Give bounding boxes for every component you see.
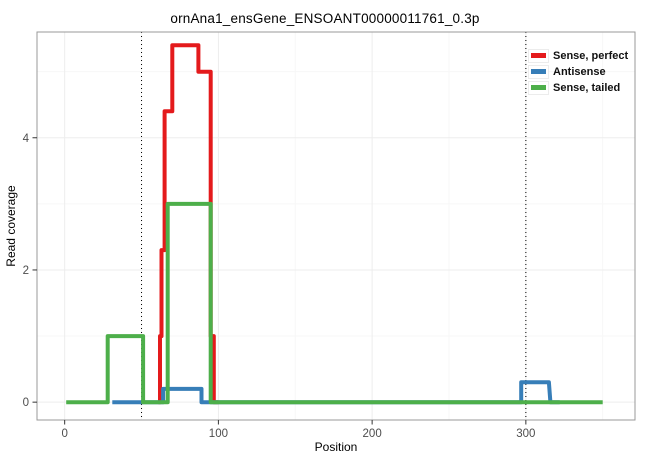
y-tick-label: 0 <box>23 397 29 409</box>
x-tick-label: 0 <box>61 428 67 440</box>
y-tick-label: 2 <box>23 265 29 277</box>
legend-item-antisense: Antisense <box>528 64 628 79</box>
legend-key-box <box>528 64 549 79</box>
legend-key-box <box>528 80 549 95</box>
legend-label: Sense, tailed <box>553 81 621 94</box>
x-axis-title: Position <box>314 440 358 454</box>
legend: Sense, perfect Antisense Sense, tailed <box>528 48 628 96</box>
legend-label: Antisense <box>553 65 606 78</box>
sense-tailed-swatch-icon <box>531 85 546 90</box>
sense-perfect-swatch-icon <box>531 53 546 58</box>
series-line-sense-tailed <box>66 201 603 405</box>
y-tick-label: 4 <box>23 133 30 145</box>
x-tick-label: 100 <box>209 428 228 440</box>
panel-background <box>37 32 635 420</box>
legend-key-box <box>528 48 549 63</box>
x-tick-label: 200 <box>363 428 382 440</box>
legend-item-sense-tailed: Sense, tailed <box>528 80 628 95</box>
x-tick-label: 300 <box>516 428 535 440</box>
chart-title: ornAna1_ensGene_ENSOANT00000011761_0.3p <box>170 11 480 26</box>
legend-label: Sense, perfect <box>553 49 629 62</box>
antisense-swatch-icon <box>531 69 546 74</box>
legend-item-sense-perfect: Sense, perfect <box>528 48 628 63</box>
panel-border <box>36 31 636 421</box>
